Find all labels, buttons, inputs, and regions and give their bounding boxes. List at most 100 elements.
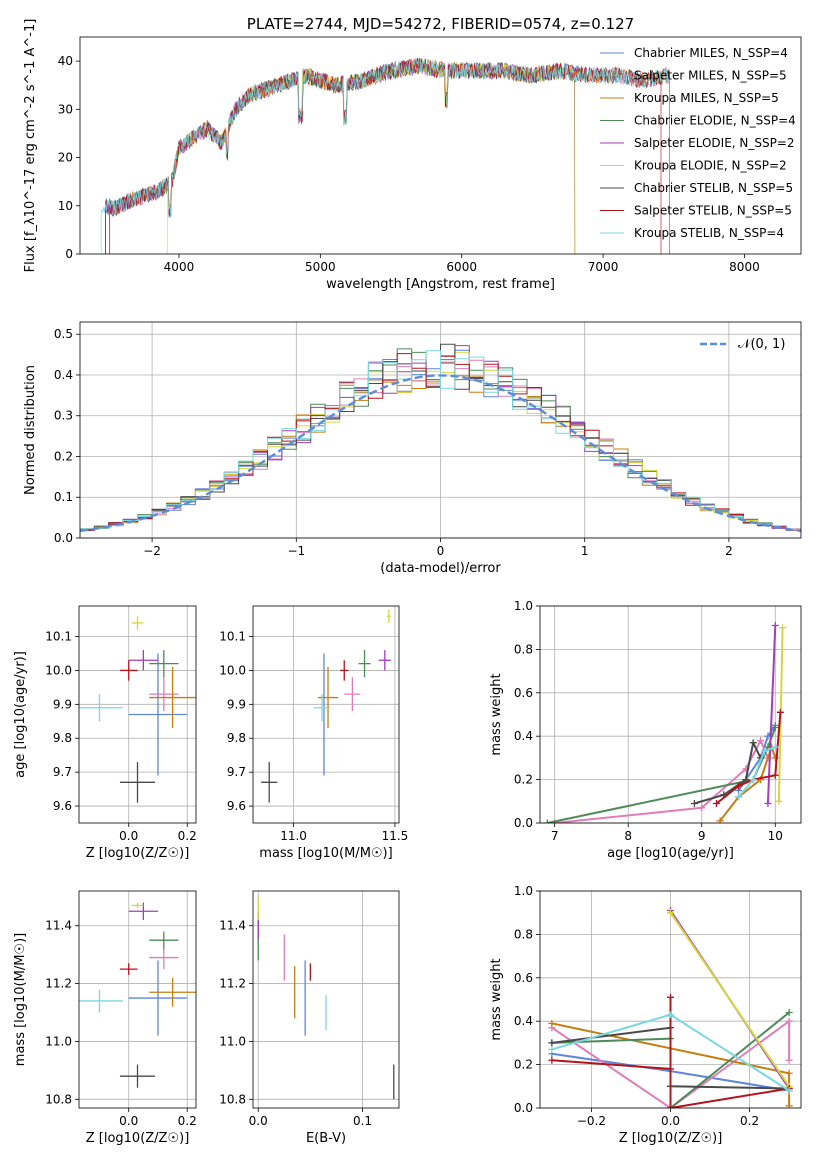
x-tick-label: 7 — [551, 829, 559, 843]
data-marker — [785, 1017, 793, 1025]
spectrum-series-0 — [105, 57, 670, 254]
y-tick-label: 11.2 — [45, 977, 72, 991]
y-tick-label: 0.5 — [54, 327, 73, 341]
data-marker — [779, 624, 787, 632]
spectrum-series-5 — [167, 59, 576, 254]
axes-frame — [539, 605, 802, 824]
data-marker — [771, 743, 779, 751]
x-axis-label: mass [log10(M/M☉)] — [259, 846, 392, 861]
data-marker — [785, 1087, 793, 1095]
weight-series-5 — [669, 912, 790, 1087]
data-point-6 — [119, 1064, 156, 1088]
data-point-4 — [128, 650, 158, 671]
chart-panel-7: −0.2 0.0 0.2 0.0 0.2 0.4 0.6 0.8 1.0 Z [log10(Z/Z… — [489, 884, 802, 1146]
data-point-0 — [128, 653, 188, 776]
y-tick-label: 9.9 — [53, 697, 72, 711]
y-axis-label: mass weight — [489, 958, 504, 1040]
x-tick-label: 0.0 — [119, 1114, 138, 1128]
plot-area — [548, 907, 793, 1108]
y-tick-label: 0.3 — [54, 409, 73, 423]
y-tick-label: 10.0 — [219, 663, 246, 677]
y-axis-label: Normed distribution — [23, 365, 38, 495]
data-marker — [712, 799, 720, 807]
chart-panel-4: 7 8 9 10 0.0 0.2 0.4 0.6 0.8 1.0 age [log10(age/yr… — [489, 599, 802, 861]
y-tick-label: 9.8 — [53, 731, 72, 745]
x-axis-label: Z [log10(Z/Z☉)] — [86, 846, 190, 861]
y-tick-label: 0.6 — [514, 686, 533, 700]
x-tick-label: 0.0 — [119, 829, 138, 843]
data-point-7 — [340, 660, 349, 681]
y-tick-label: 10.1 — [219, 630, 246, 644]
y-tick-label: 9.7 — [227, 765, 246, 779]
y-tick-label: 0.2 — [514, 1058, 533, 1072]
plot-area — [261, 609, 391, 803]
y-tick-label: 0.2 — [54, 449, 73, 463]
chart-panel-5: 0.0 0.2 10.8 11.0 11.2 11.4 Z [log10(Z/Z☉)] mas… — [13, 890, 197, 1146]
data-point-3 — [358, 650, 371, 678]
data-point-7 — [119, 963, 138, 975]
y-tick-label: 40 — [58, 54, 73, 68]
y-tick-label: 0.4 — [514, 729, 533, 743]
y-tick-label: 11.4 — [219, 919, 246, 933]
y-tick-label: 9.6 — [227, 799, 246, 813]
legend-label: Salpeter STELIB, N_SSP=5 — [634, 204, 792, 218]
data-marker — [667, 909, 674, 917]
axes-frame — [79, 36, 802, 255]
y-axis-label: mass weight — [489, 673, 504, 755]
data-marker — [716, 817, 724, 823]
y-tick-label: 9.6 — [53, 799, 72, 813]
data-marker — [749, 776, 757, 784]
y-tick-label: 10.1 — [45, 630, 72, 644]
data-point-8 — [79, 694, 123, 722]
data-point-0 — [128, 960, 188, 1036]
weight-series-1 — [551, 1019, 791, 1108]
y-axis-label: age [log10(age/yr)] — [13, 651, 28, 778]
data-marker — [757, 737, 765, 745]
x-tick-label: 10 — [768, 829, 783, 843]
plot-area — [257, 896, 395, 1100]
chart-panel-0: 4000 5000 6000 7000 8000 0 10 20 30 40 wavelength … — [23, 15, 802, 292]
data-marker — [776, 708, 784, 716]
legend-label: Kroupa ELODIE, N_SSP=2 — [634, 159, 787, 173]
legend-label: Kroupa MILES, N_SSP=5 — [634, 91, 779, 105]
data-marker — [548, 1056, 556, 1064]
x-tick-label: 6000 — [446, 260, 477, 274]
y-tick-label: 0.6 — [514, 971, 533, 985]
y-tick-label: 11.0 — [219, 1034, 246, 1048]
data-point-2 — [149, 977, 196, 1007]
y-tick-label: 0.0 — [54, 531, 73, 545]
x-tick-label: 9 — [698, 829, 706, 843]
x-tick-label: 11.5 — [382, 829, 409, 843]
y-tick-label: 20 — [58, 151, 73, 165]
y-tick-label: 9.9 — [227, 697, 246, 711]
spectrum-series-1 — [105, 58, 670, 254]
legend-label: 𝒩(0, 1) — [738, 337, 785, 352]
y-tick-label: 11.2 — [219, 977, 246, 991]
legend-label: Salpeter ELODIE, N_SSP=2 — [634, 136, 795, 150]
data-marker — [548, 1045, 556, 1053]
x-tick-label: 0.1 — [353, 1114, 372, 1128]
chart-panel-3: 11.0 11.5 9.6 9.7 9.8 9.9 10.0 10.1 mass [log10(… — [219, 605, 409, 861]
data-point-4 — [378, 650, 391, 671]
data-marker — [667, 1104, 674, 1108]
data-marker — [785, 1069, 793, 1077]
weight-series-3 — [547, 727, 777, 823]
chart-panel-2: 0.0 0.2 9.6 9.7 9.8 9.9 10.0 10.1 Z [log10(Z/Z☉)… — [13, 605, 197, 861]
x-axis-label: Z [log10(Z/Z☉)] — [86, 1131, 190, 1146]
y-tick-label: 0.1 — [54, 490, 73, 504]
plot-area — [79, 616, 196, 803]
chart-panel-1: −2 −1 0 1 2 0.0 0.1 0.2 0.3 0.4 0.5 (data-model)/er… — [23, 321, 802, 576]
x-tick-label: 11.0 — [280, 829, 307, 843]
y-tick-label: 9.7 — [53, 765, 72, 779]
data-marker — [543, 819, 551, 823]
spectrum-series-2 — [109, 58, 670, 254]
legend-label: Kroupa STELIB, N_SSP=4 — [634, 226, 784, 240]
data-marker — [771, 771, 779, 779]
y-tick-label: 0.8 — [514, 642, 533, 656]
spectrum-series-6 — [105, 58, 670, 254]
y-tick-label: 0.2 — [514, 773, 533, 787]
data-marker — [785, 1009, 793, 1017]
x-tick-label: 8000 — [729, 260, 760, 274]
x-axis-label: (data-model)/error — [380, 561, 501, 576]
